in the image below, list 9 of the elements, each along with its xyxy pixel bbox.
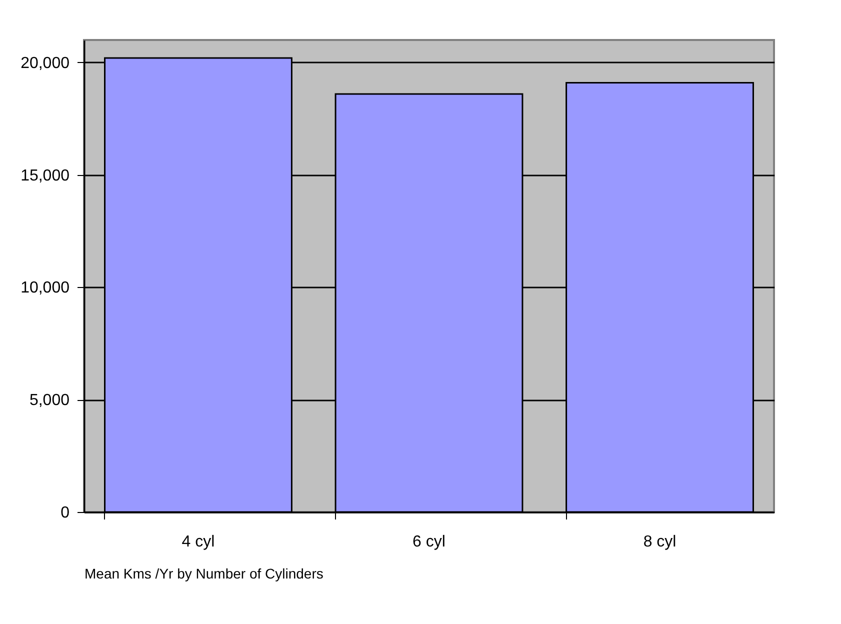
x-tick-label: 6 cyl xyxy=(412,534,446,550)
x-tick-label: 4 cyl xyxy=(182,534,215,550)
y-tick-label: 0 xyxy=(60,504,70,522)
x-axis-title: Mean Kms /Yr by Number of Cylinders xyxy=(84,566,324,582)
x-tick-label: 8 cyl xyxy=(643,534,676,550)
y-tick-label: 20,000 xyxy=(20,54,70,72)
y-tick-label: 10,000 xyxy=(20,280,70,297)
y-tick-label: 15,000 xyxy=(20,167,70,184)
y-tick-label: 5,000 xyxy=(29,392,70,410)
